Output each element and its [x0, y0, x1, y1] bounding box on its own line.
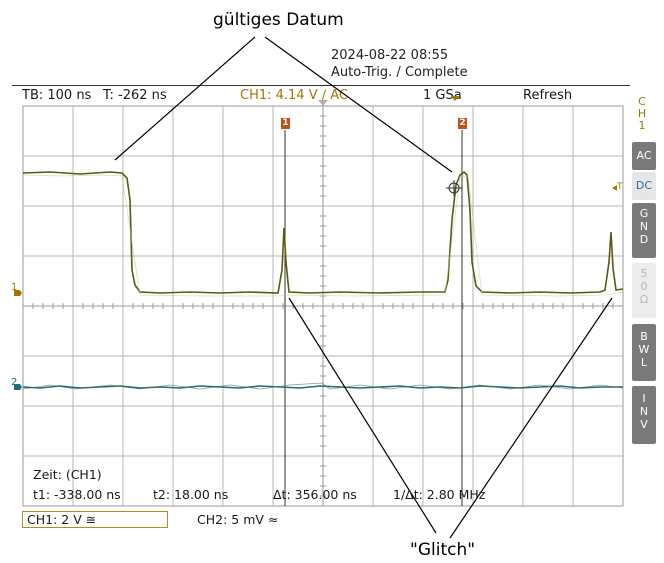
header-divider: [12, 85, 630, 86]
cursor-1-flag[interactable]: 1: [281, 118, 290, 129]
coupling-ac-button[interactable]: AC: [632, 142, 656, 170]
trigger-time-label[interactable]: T: -262 ns: [103, 88, 167, 103]
trigger-position-marker: [318, 100, 328, 106]
refresh-button[interactable]: Refresh: [523, 88, 573, 103]
center-axes: [23, 106, 623, 506]
axis-ticks: [32, 115, 614, 497]
measurement-title: Zeit: (CH1): [33, 467, 102, 482]
measurement-frequency: 1/Δt: 2.80 MHz: [393, 487, 486, 502]
sample-marker: [451, 96, 459, 101]
ch1-level-label: 1: [11, 282, 18, 293]
ch1-trace-glow: [22, 174, 624, 297]
annotation-lines: [114, 36, 613, 539]
measurement-t1: t1: -338.00 ns: [33, 487, 121, 502]
acquisition-datetime: 2024-08-22 08:55: [331, 48, 449, 63]
ch1-trace: [22, 170, 624, 294]
trigger-level-label[interactable]: CH1: 4.14 V ∕ AC: [240, 88, 348, 103]
measurement-delta-t: Δt: 356.00 ns: [273, 487, 357, 502]
ch1-scale-button[interactable]: CH1: 2 V ≅: [22, 511, 168, 528]
ch2-scale-button[interactable]: CH2: 5 mV ≈: [197, 512, 279, 527]
ch2-trace-noise: [22, 382, 624, 390]
ch1-crosshair: [446, 180, 462, 196]
trigger-level-marker[interactable]: [612, 185, 617, 191]
cursor-2-flag[interactable]: 2: [458, 118, 467, 129]
trigger-level-label-right: T: [617, 182, 623, 192]
sample-rate-label: 1 GSa: [423, 88, 462, 103]
coupling-dc-button[interactable]: DC: [632, 172, 656, 200]
measurement-t2: t2: 18.00 ns: [153, 487, 229, 502]
annotation-valid-data: gültiges Datum: [213, 10, 344, 30]
ch2-level-label: 2: [11, 377, 18, 388]
ch1-level-marker[interactable]: [14, 290, 22, 296]
trigger-status: Auto-Trig. / Complete: [331, 65, 468, 80]
annotation-glitch: "Glitch": [410, 540, 476, 560]
ch2-level-marker[interactable]: [14, 384, 22, 390]
timebase-label[interactable]: TB: 100 ns: [22, 88, 92, 103]
